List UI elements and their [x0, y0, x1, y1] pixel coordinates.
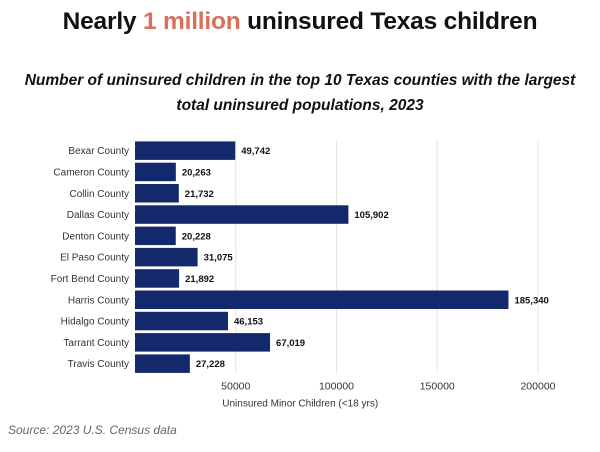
data-label: 20,228	[182, 231, 211, 242]
bar	[135, 354, 190, 373]
y-category-label: Dallas County	[67, 210, 129, 221]
data-label: 67,019	[276, 338, 305, 349]
y-category-label: Fort Bend County	[51, 274, 129, 285]
data-label: 21,732	[185, 189, 214, 200]
data-label: 20,263	[182, 167, 211, 178]
bar	[135, 141, 236, 160]
y-category-label: Tarrant County	[63, 338, 129, 349]
x-tick-label: 200000	[520, 380, 555, 392]
x-tick-label: 50000	[221, 380, 250, 392]
bar	[135, 311, 228, 331]
title-highlight: 1 million	[142, 8, 241, 35]
bar	[135, 333, 271, 352]
y-category-label: Travis County	[68, 359, 129, 370]
y-category-label: Bexar County	[68, 146, 129, 157]
chart-subtitle: Number of uninsured children in the top …	[24, 72, 576, 114]
title-suffix: uninsured Texas children	[240, 8, 538, 35]
bar	[135, 290, 509, 309]
y-category-label: Collin County	[70, 189, 129, 200]
title-prefix: Nearly	[62, 8, 143, 35]
data-label: 46,153	[234, 317, 263, 328]
data-label: 49,742	[241, 146, 270, 157]
data-label: 27,228	[196, 359, 225, 370]
bar	[135, 247, 198, 267]
data-label: 105,902	[354, 210, 388, 221]
data-label: 21,892	[185, 274, 214, 285]
bar	[135, 205, 349, 224]
y-category-label: El Paso County	[60, 253, 129, 264]
bar	[135, 162, 176, 182]
y-category-label: Harris County	[68, 295, 129, 306]
y-category-label: Cameron County	[53, 167, 129, 178]
x-axis-title: Uninsured Minor Children (<18 yrs)	[222, 398, 378, 409]
y-category-label: Hidalgo County	[61, 317, 129, 328]
x-tick-label: 100000	[319, 380, 354, 392]
x-tick-label: 150000	[420, 380, 455, 392]
chart-title: Nearly 1 million uninsured Texas childre…	[0, 8, 600, 36]
bar	[135, 269, 180, 288]
y-category-label: Denton County	[62, 231, 129, 242]
source-note: Source: 2023 U.S. Census data	[8, 423, 177, 437]
bar	[135, 184, 179, 203]
bar	[135, 226, 176, 246]
data-label: 185,340	[514, 295, 548, 306]
data-label: 31,075	[204, 253, 234, 264]
